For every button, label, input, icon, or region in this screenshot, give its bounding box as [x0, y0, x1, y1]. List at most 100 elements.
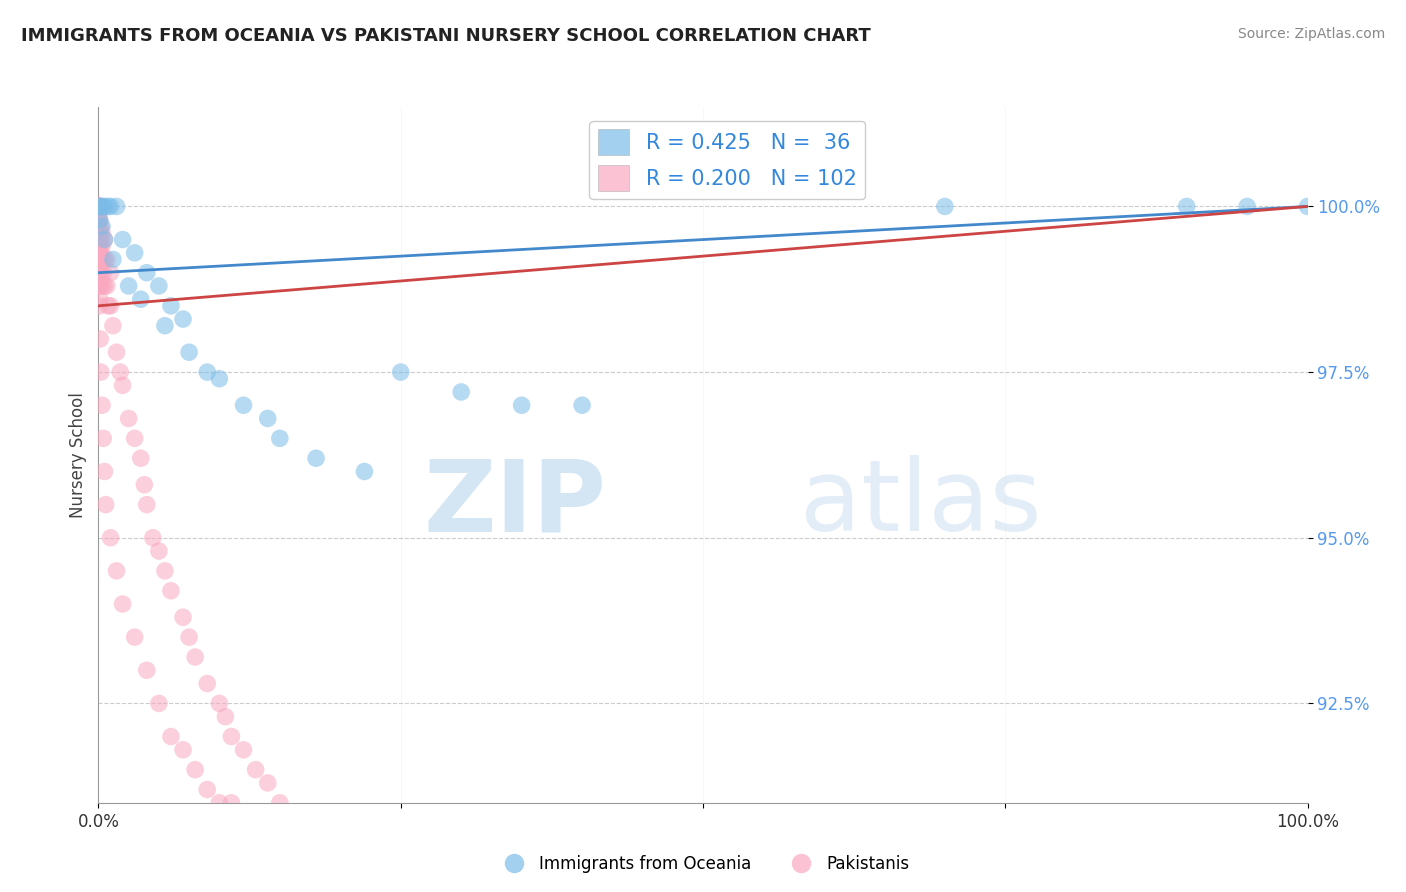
Point: [87, 212, 110, 227]
Point: [305, 451, 328, 466]
Point: [108, 365, 131, 379]
Point: [129, 451, 152, 466]
Point: [124, 245, 146, 260]
Point: [195, 782, 218, 797]
Point: [129, 292, 152, 306]
Point: [87, 252, 110, 267]
Point: [100, 531, 122, 545]
Point: [105, 199, 128, 213]
Point: [172, 610, 194, 624]
Point: [90, 233, 112, 247]
Point: [179, 630, 201, 644]
Point: [221, 796, 243, 810]
Point: [105, 345, 128, 359]
Point: [91, 266, 114, 280]
Text: IMMIGRANTS FROM OCEANIA VS PAKISTANI NURSERY SCHOOL CORRELATION CHART: IMMIGRANTS FROM OCEANIA VS PAKISTANI NUR…: [21, 27, 870, 45]
Point: [87, 199, 110, 213]
Point: [172, 312, 194, 326]
Point: [87, 212, 110, 227]
Point: [89, 212, 111, 227]
Point: [87, 199, 110, 213]
Point: [96, 252, 118, 267]
Point: [934, 199, 956, 213]
Point: [208, 796, 231, 810]
Point: [87, 233, 110, 247]
Point: [89, 212, 111, 227]
Point: [87, 245, 110, 260]
Point: [256, 411, 278, 425]
Point: [87, 199, 110, 213]
Point: [87, 219, 110, 234]
Point: [87, 199, 110, 213]
Point: [89, 245, 111, 260]
Point: [97, 299, 120, 313]
Point: [91, 279, 114, 293]
Point: [160, 299, 183, 313]
Point: [1236, 199, 1258, 213]
Point: [353, 465, 375, 479]
Point: [135, 266, 157, 280]
Point: [100, 199, 122, 213]
Point: [135, 663, 157, 677]
Point: [111, 378, 134, 392]
Point: [87, 239, 110, 253]
Point: [91, 219, 114, 234]
Point: [90, 219, 112, 234]
Point: [97, 199, 120, 213]
Point: [87, 226, 110, 240]
Point: [118, 279, 141, 293]
Point: [232, 743, 254, 757]
Point: [1296, 199, 1319, 213]
Point: [89, 233, 111, 247]
Point: [87, 199, 110, 213]
Point: [87, 252, 110, 267]
Point: [90, 245, 112, 260]
Point: [89, 199, 111, 213]
Point: [142, 531, 165, 545]
Point: [111, 233, 134, 247]
Point: [87, 199, 110, 213]
Point: [269, 796, 291, 810]
Point: [245, 763, 267, 777]
Point: [87, 266, 110, 280]
Point: [148, 544, 170, 558]
Point: [87, 199, 110, 213]
Point: [87, 239, 110, 253]
Point: [184, 650, 207, 665]
Point: [93, 465, 115, 479]
Point: [195, 676, 218, 690]
Point: [101, 252, 124, 267]
Point: [89, 292, 111, 306]
Point: [214, 709, 236, 723]
Text: Source: ZipAtlas.com: Source: ZipAtlas.com: [1237, 27, 1385, 41]
Y-axis label: Nursery School: Nursery School: [69, 392, 87, 518]
Point: [93, 252, 115, 267]
Point: [89, 199, 111, 213]
Point: [87, 199, 110, 213]
Point: [89, 239, 111, 253]
Point: [221, 730, 243, 744]
Point: [91, 398, 114, 412]
Point: [93, 233, 115, 247]
Point: [89, 332, 111, 346]
Legend: R = 0.425   N =  36, R = 0.200   N = 102: R = 0.425 N = 36, R = 0.200 N = 102: [589, 121, 865, 199]
Text: ZIP: ZIP: [423, 455, 606, 552]
Point: [90, 199, 112, 213]
Point: [172, 743, 194, 757]
Point: [100, 299, 122, 313]
Point: [90, 259, 112, 273]
Point: [87, 245, 110, 260]
Point: [510, 398, 533, 412]
Point: [124, 431, 146, 445]
Point: [87, 259, 110, 273]
Point: [87, 199, 110, 213]
Point: [100, 266, 122, 280]
Point: [93, 233, 115, 247]
Point: [450, 384, 472, 399]
Point: [134, 477, 156, 491]
Point: [91, 239, 114, 253]
Point: [91, 431, 114, 445]
Point: [148, 697, 170, 711]
Point: [118, 411, 141, 425]
Point: [184, 763, 207, 777]
